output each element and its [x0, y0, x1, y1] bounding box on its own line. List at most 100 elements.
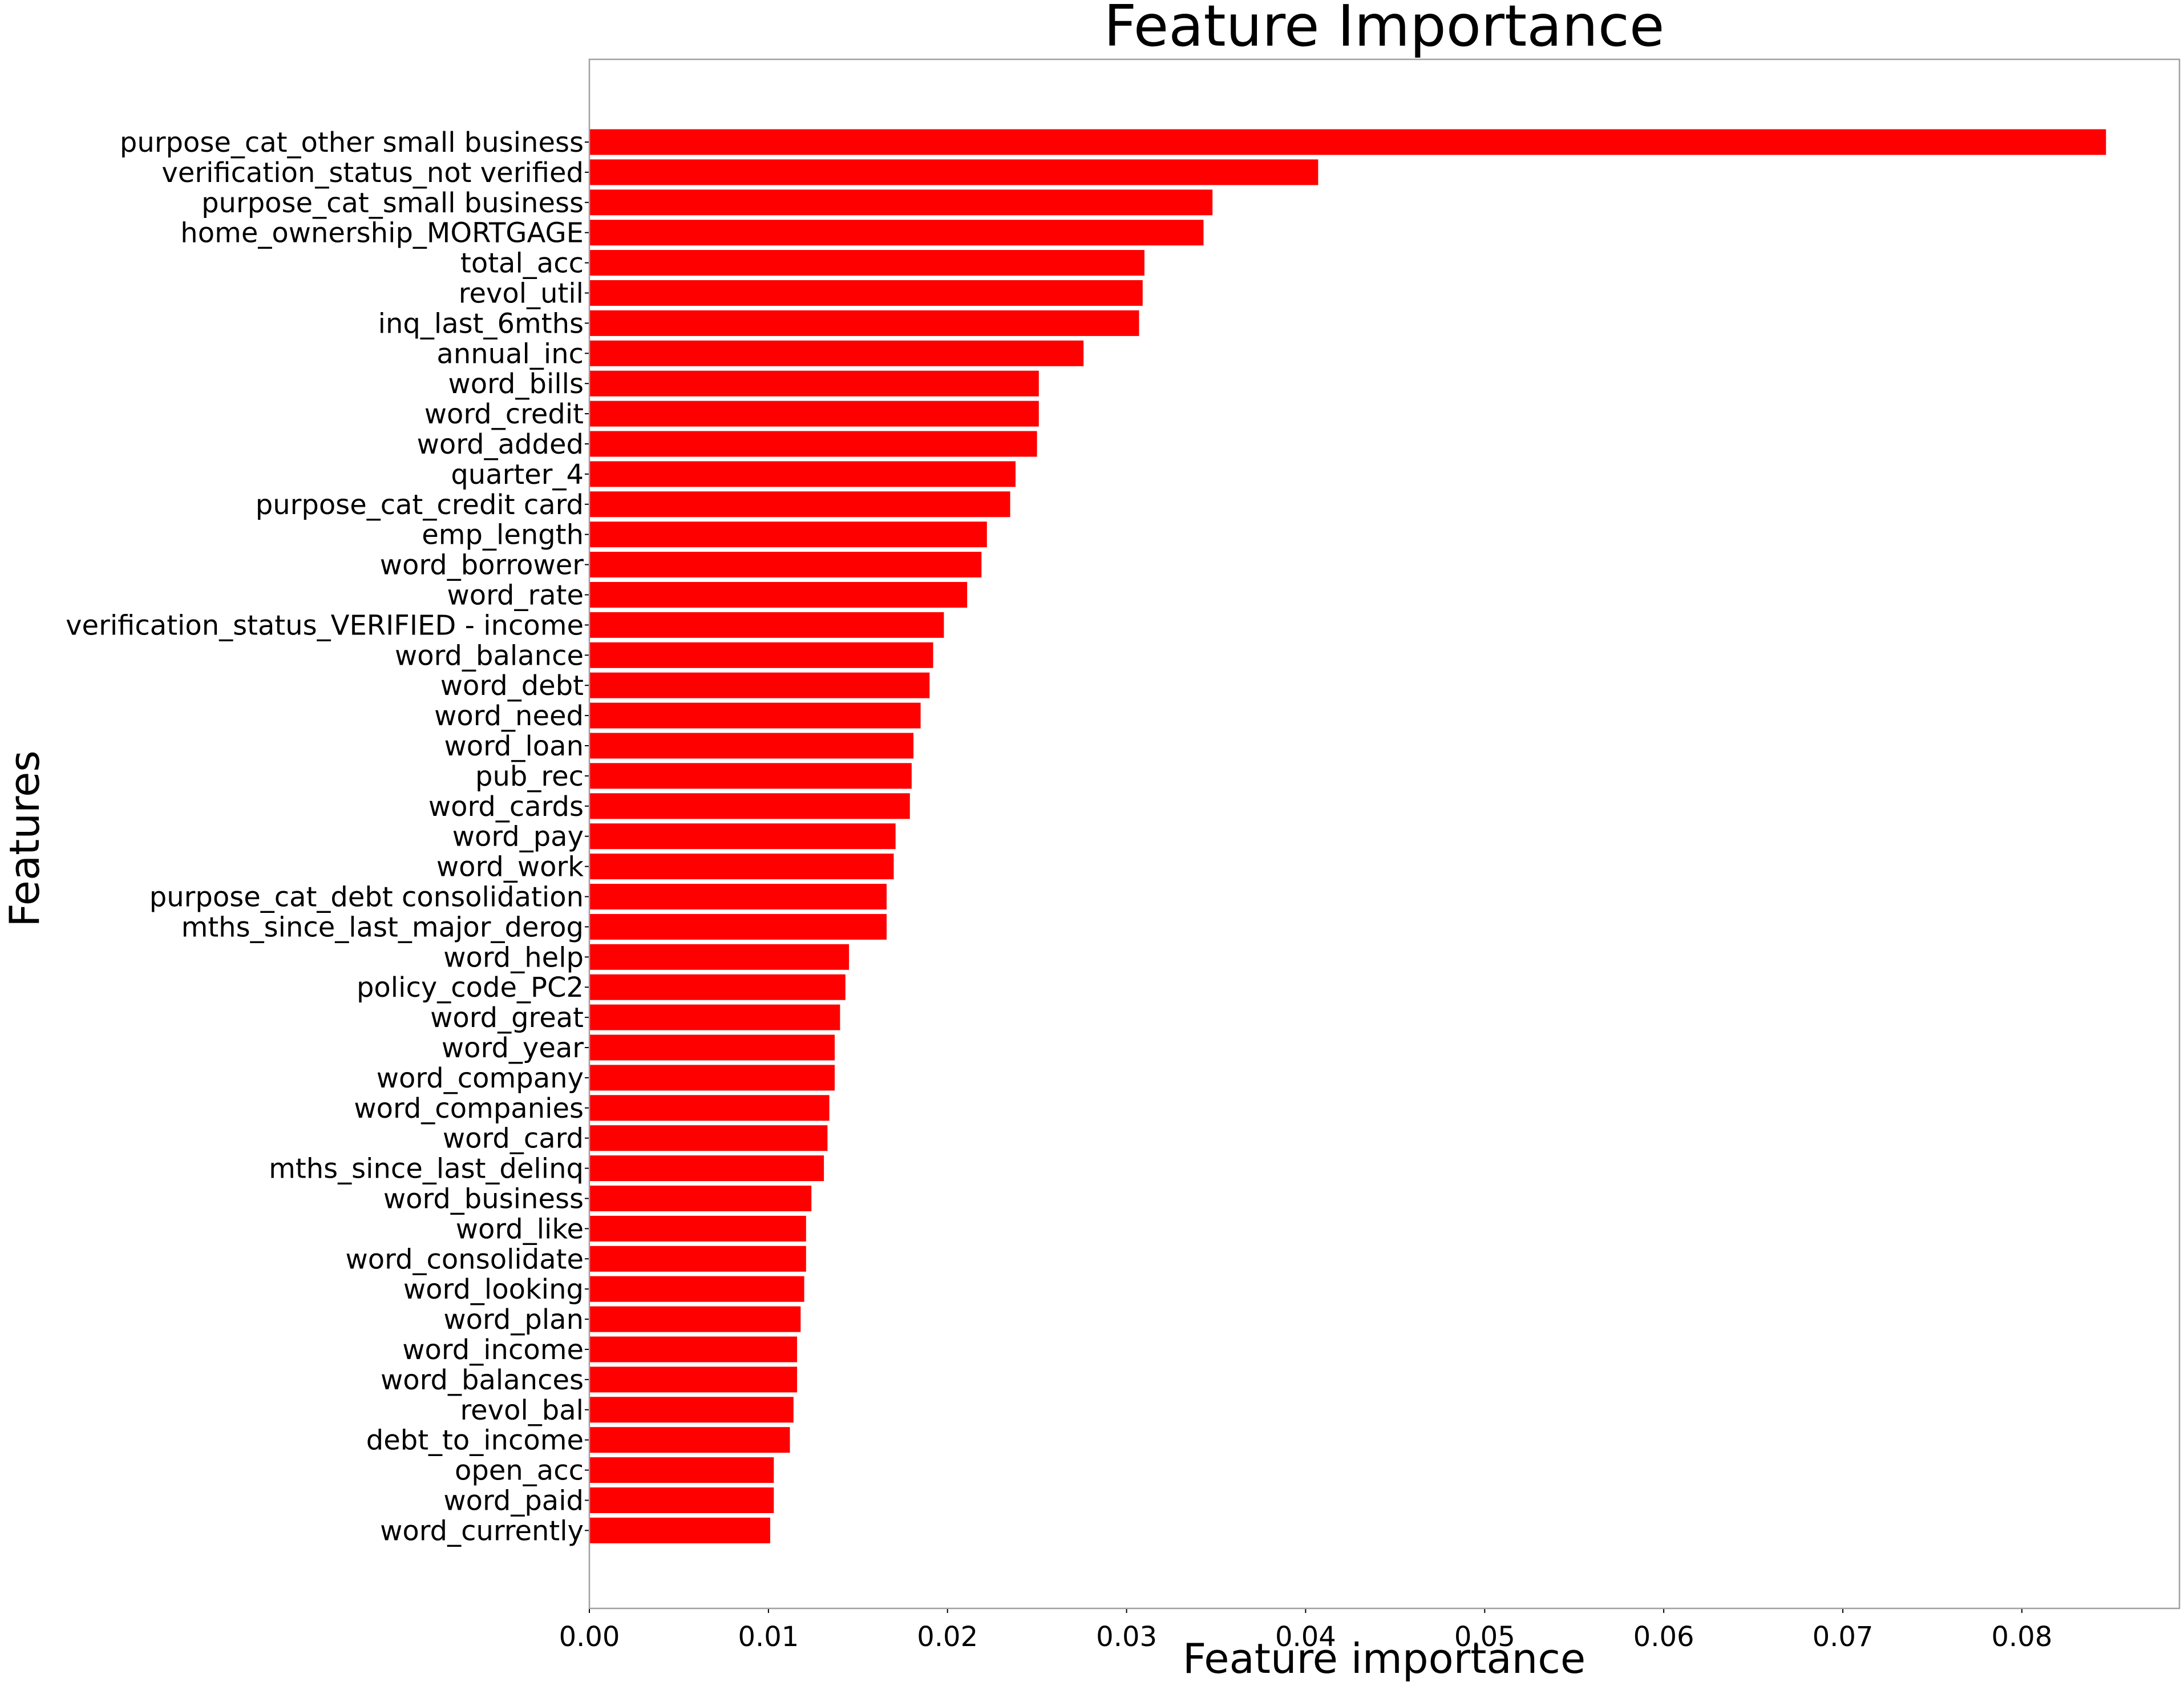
bar [589, 823, 896, 850]
bar [589, 1366, 798, 1393]
y-tick-label: word_consolidate [346, 1243, 584, 1275]
x-tick-label: 0.05 [1454, 1621, 1515, 1653]
bar [589, 884, 887, 909]
bar [589, 280, 1143, 306]
bar [589, 159, 1319, 185]
y-tick-label: emp_length [422, 519, 584, 551]
y-axis-ticks: purpose_cat_other small businessverifica… [66, 127, 589, 1547]
bar [589, 250, 1144, 276]
bar [589, 1306, 801, 1332]
y-tick-label: pub_rec [475, 761, 584, 793]
bar [589, 1397, 794, 1423]
bar [589, 913, 887, 940]
bar [589, 552, 982, 578]
bar [589, 1517, 770, 1543]
x-axis-ticks: 0.00 0.01 0.02 0.03 0.04 0.05 0.06 0.07 0.08 [559, 1608, 2052, 1653]
bar [589, 189, 1213, 216]
bar [589, 310, 1139, 336]
x-tick-label: 0.06 [1633, 1621, 1694, 1653]
bar [589, 1487, 774, 1513]
y-tick-label: word_business [383, 1183, 584, 1215]
y-axis-label: Features [1, 750, 48, 927]
x-tick-label: 0.07 [1813, 1621, 1874, 1653]
y-tick-label: word_year [442, 1032, 584, 1064]
bar [589, 491, 1010, 517]
bar [589, 1125, 828, 1151]
bar [589, 612, 944, 638]
y-tick-label: verification_status_not verified [161, 157, 584, 189]
plot-area-frame [588, 58, 2181, 1610]
y-tick-label: word_card [443, 1123, 584, 1155]
y-tick-label: word_bills [448, 368, 584, 400]
y-tick-label: word_credit [424, 398, 584, 430]
y-tick-label: mths_since_last_major_derog [181, 911, 584, 943]
bar [589, 461, 1016, 487]
bar [589, 1004, 840, 1030]
y-tick-label: word_help [443, 941, 584, 973]
bar [589, 793, 910, 819]
y-tick-label: word_balance [395, 640, 584, 672]
x-tick-label: 0.04 [1275, 1621, 1336, 1653]
y-tick-label: word_rate [447, 580, 584, 612]
x-axis-label: Feature importance [1183, 1635, 1586, 1683]
y-tick-label: word_like [456, 1213, 584, 1245]
y-tick-label: word_company [377, 1062, 584, 1094]
bar [589, 401, 1039, 427]
x-tick-label: 0.02 [917, 1621, 978, 1653]
y-tick-label: word_companies [354, 1093, 584, 1125]
y-tick-label: word_debt [440, 670, 584, 702]
bars-group [589, 129, 2106, 1543]
y-tick-label: home_ownership_MORTGAGE [180, 217, 584, 249]
y-tick-label: word_currently [380, 1515, 584, 1547]
y-tick-label: word_looking [403, 1273, 584, 1305]
y-tick-label: word_income [402, 1334, 584, 1366]
y-tick-label: word_added [417, 428, 584, 460]
bar [589, 1276, 804, 1302]
y-tick-label: revol_bal [460, 1394, 584, 1426]
bar [589, 521, 987, 548]
bar [589, 1457, 774, 1483]
bar [589, 370, 1039, 397]
y-tick-label: word_plan [443, 1304, 584, 1336]
bar [589, 1155, 824, 1182]
bar [589, 1034, 835, 1061]
bar [589, 220, 1204, 246]
bar [589, 1186, 812, 1211]
y-tick-label: open_acc [455, 1455, 584, 1487]
bar [589, 129, 2106, 155]
bar [589, 1427, 790, 1453]
y-tick-label: word_great [430, 1002, 584, 1034]
y-tick-label: word_work [436, 851, 584, 883]
y-tick-label: mths_since_last_delinq [269, 1153, 584, 1185]
bar [589, 763, 912, 789]
y-tick-label: debt_to_income [366, 1425, 584, 1457]
x-tick-label: 0.03 [1096, 1621, 1157, 1653]
y-tick-label: policy_code_PC2 [357, 972, 584, 1004]
y-tick-label: word_pay [452, 821, 584, 853]
y-tick-label: word_need [434, 700, 584, 732]
bar [589, 1065, 835, 1091]
bar [589, 854, 894, 880]
y-tick-label: word_balances [381, 1364, 584, 1396]
bar [589, 672, 930, 698]
bar [589, 642, 933, 668]
y-tick-label: word_borrower [380, 549, 584, 581]
bar [589, 702, 921, 729]
bar [589, 1336, 798, 1362]
bar [589, 582, 968, 608]
y-tick-label: purpose_cat_credit card [256, 489, 584, 521]
y-tick-label: word_loan [444, 730, 584, 762]
y-tick-label: purpose_cat_small business [201, 187, 584, 219]
bar [589, 1215, 806, 1242]
x-tick-label: 0.08 [1991, 1621, 2052, 1653]
y-tick-label: verification_status_VERIFIED - income [66, 609, 584, 641]
y-tick-label: quarter_4 [451, 459, 584, 491]
bar [589, 974, 846, 1000]
x-tick-label: 0.00 [559, 1621, 620, 1653]
chart-title: Feature Importance [1104, 0, 1665, 59]
y-tick-label: inq_last_6mths [378, 308, 584, 339]
y-tick-label: revol_util [459, 278, 584, 310]
y-tick-label: purpose_cat_debt consolidation [149, 882, 584, 913]
bar [589, 1095, 830, 1121]
